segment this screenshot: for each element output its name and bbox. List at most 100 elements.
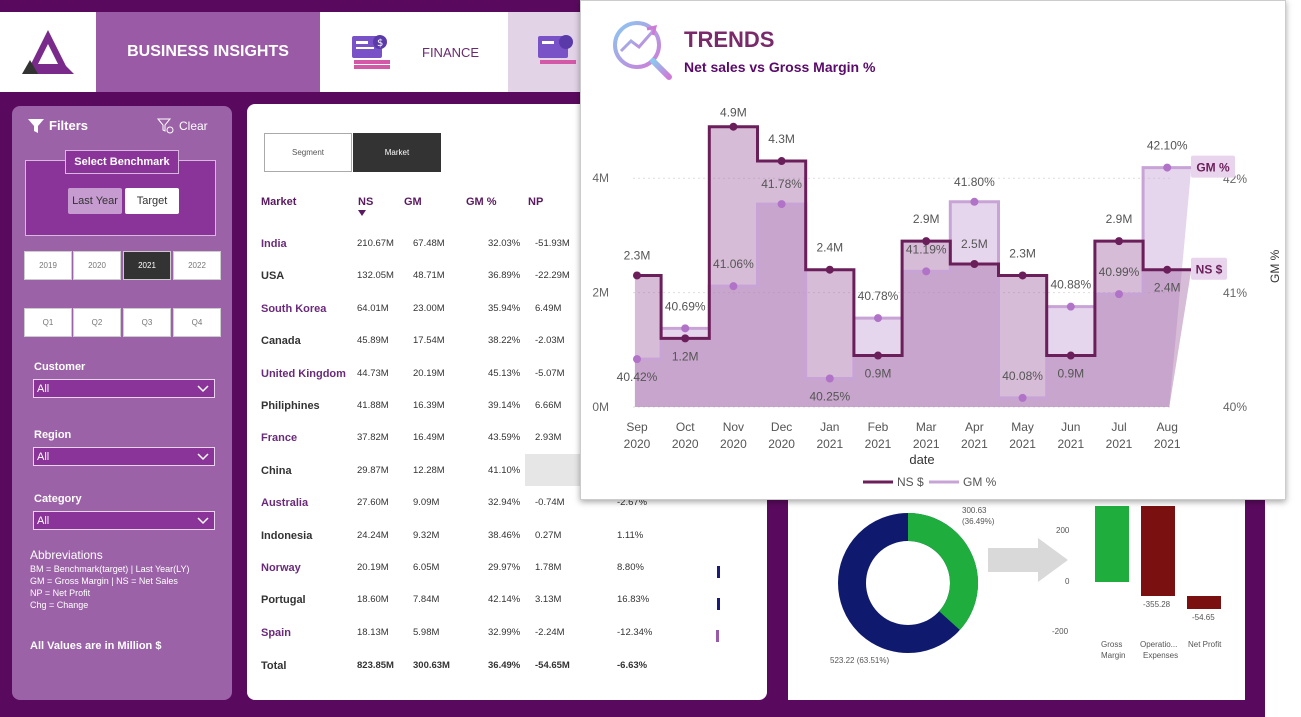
y-left-tick-label: 2M bbox=[592, 286, 609, 300]
waterfall-opex-value: -355.28 bbox=[1143, 600, 1171, 609]
gm-data-point bbox=[681, 324, 690, 333]
chevron-down-icon bbox=[197, 453, 209, 461]
customer-filter-value: All bbox=[37, 382, 50, 395]
column-header-market[interactable]: Market bbox=[261, 196, 297, 208]
np-cell: -2.03M bbox=[535, 335, 565, 347]
table-row[interactable]: South Korea 64.01M 23.00M 35.94% 6.49M bbox=[247, 293, 767, 325]
ns-cell: 27.60M bbox=[357, 497, 389, 509]
gm-percent-cell: 32.94% bbox=[488, 497, 521, 509]
gm-cell: 20.19M bbox=[413, 367, 445, 379]
market-cell: France bbox=[261, 432, 298, 445]
np-cell: -0.74M bbox=[535, 497, 565, 509]
mini-bar bbox=[716, 630, 719, 642]
table-row[interactable]: Spain 18.13M 5.98M 32.99% -2.24M -12.34% bbox=[247, 617, 767, 649]
x-tick-label: Feb bbox=[868, 420, 889, 434]
legend-ns-label: NS $ bbox=[897, 475, 924, 489]
gm-percent-cell: 39.14% bbox=[488, 400, 521, 411]
gm-percent-cell: 29.97% bbox=[488, 562, 521, 573]
table-row[interactable]: France 37.82M 16.49M 43.59% 2.93M bbox=[247, 422, 767, 454]
gm-data-label: 40.78% bbox=[858, 289, 899, 303]
gm-percent-cell: 45.13% bbox=[488, 367, 521, 379]
market-cell: Spain bbox=[261, 626, 291, 639]
values-unit-note: All Values are in Million $ bbox=[30, 640, 162, 652]
region-filter-select[interactable]: All bbox=[33, 447, 215, 466]
nav-business-insights[interactable]: BUSINESS INSIGHTS bbox=[96, 12, 320, 92]
x-tick-label: Aug bbox=[1157, 420, 1178, 434]
table-row[interactable]: Philiphines 41.88M 16.39M 39.14% 6.66M bbox=[247, 390, 767, 422]
x-tick-label: Dec bbox=[771, 420, 792, 434]
column-header-ns[interactable]: NS bbox=[358, 196, 374, 208]
quarter-q3-button[interactable]: Q3 bbox=[123, 308, 171, 337]
donut-label-ns: 523.22 (63.51%) bbox=[830, 656, 890, 665]
ns-data-label: 2.9M bbox=[913, 212, 940, 226]
x-tick-label: Jun bbox=[1061, 420, 1080, 434]
benchmark-target-button[interactable]: Target bbox=[125, 188, 179, 214]
quarter-q2-button[interactable]: Q2 bbox=[73, 308, 121, 337]
abbreviations: Abbreviations BM = Benchmark(target) | L… bbox=[30, 548, 190, 611]
np-cell: 6.66M bbox=[535, 400, 562, 411]
ns-data-label: 2.9M bbox=[1106, 212, 1133, 226]
table-total-row: Total 823.85M 300.63M 36.49% -54.65M -6.… bbox=[247, 650, 767, 682]
table-row[interactable]: Portugal 18.60M 7.84M 42.14% 3.13M 16.83% bbox=[247, 584, 767, 616]
np-cell: -5.07M bbox=[535, 367, 565, 379]
table-row[interactable]: Canada 45.89M 17.54M 38.22% -2.03M bbox=[247, 325, 767, 357]
waterfall-opex-bar bbox=[1141, 506, 1175, 596]
customer-filter-select[interactable]: All bbox=[33, 379, 215, 398]
table-row[interactable]: India 210.67M 67.48M 32.03% -51.93M bbox=[247, 228, 767, 260]
column-header-np[interactable]: NP bbox=[528, 196, 544, 208]
y-left-tick-label: 4M bbox=[592, 171, 609, 185]
ns-data-label: 2.4M bbox=[1154, 281, 1181, 295]
quarter-q1-button[interactable]: Q1 bbox=[24, 308, 72, 337]
category-filter-label: Category bbox=[34, 493, 82, 505]
clear-filters-button[interactable]: Clear bbox=[157, 118, 208, 134]
total-label: Total bbox=[261, 660, 287, 672]
column-header-gm-percent[interactable]: GM % bbox=[466, 196, 497, 208]
gm-data-label: 40.69% bbox=[665, 299, 706, 313]
ns-data-label: 2.3M bbox=[624, 248, 651, 262]
np-cell: 6.49M bbox=[535, 302, 562, 314]
category-filter-select[interactable]: All bbox=[33, 511, 215, 530]
gm-data-label: 40.88% bbox=[1050, 278, 1091, 292]
market-cell: India bbox=[261, 238, 287, 250]
column-header-gm[interactable]: GM bbox=[404, 196, 422, 208]
total-gm: 300.63M bbox=[413, 660, 450, 671]
table-row[interactable]: Norway 20.19M 6.05M 29.97% 1.78M 8.80% bbox=[247, 552, 767, 584]
gm-data-label: 42.10% bbox=[1147, 139, 1188, 153]
waterfall-tick: 200 bbox=[1056, 526, 1070, 535]
nav-finance[interactable]: $ FINANCE bbox=[320, 12, 508, 92]
waterfall-category: Gross bbox=[1101, 640, 1123, 649]
table-row[interactable]: United Kingdom 44.73M 20.19M 45.13% -5.07M bbox=[247, 358, 767, 390]
gm-data-label: 41.80% bbox=[954, 175, 995, 189]
x-tick-label: 2021 bbox=[961, 437, 988, 451]
ns-end-label-bg bbox=[1191, 257, 1227, 280]
gm-cell: 23.00M bbox=[413, 302, 445, 314]
market-cell: Indonesia bbox=[261, 529, 313, 542]
ns-cell: 41.88M bbox=[357, 400, 389, 411]
np-cell: 2.93M bbox=[535, 432, 562, 444]
nav-item-partial[interactable] bbox=[508, 12, 588, 92]
donut-gm-segment bbox=[907, 513, 978, 630]
gm-cell: 16.39M bbox=[413, 400, 445, 411]
gm-data-label: 40.42% bbox=[617, 370, 658, 384]
table-row[interactable]: USA 132.05M 48.71M 36.89% -22.29M bbox=[247, 260, 767, 292]
ns-data-point bbox=[922, 237, 931, 246]
highlighted-cell bbox=[525, 454, 581, 486]
segment-toggle-button[interactable]: Segment bbox=[264, 133, 352, 172]
table-row[interactable]: Indonesia 24.24M 9.32M 38.46% 0.27M 1.11% bbox=[247, 520, 767, 552]
market-toggle-button[interactable]: Market bbox=[353, 133, 441, 172]
ns-cell: 18.60M bbox=[357, 594, 389, 606]
category-filter-value: All bbox=[37, 514, 50, 527]
year-2022-button[interactable]: 2022 bbox=[173, 251, 221, 280]
year-2021-button[interactable]: 2021 bbox=[123, 251, 171, 280]
table-row[interactable]: Australia 27.60M 9.09M 32.94% -0.74M -2.67% bbox=[247, 487, 767, 519]
gm-percent-cell: 38.46% bbox=[488, 529, 521, 541]
market-cell: United Kingdom bbox=[261, 367, 346, 380]
benchmark-last-year-button[interactable]: Last Year bbox=[68, 188, 122, 214]
x-tick-label: 2020 bbox=[672, 437, 699, 451]
quarter-q4-button[interactable]: Q4 bbox=[173, 308, 221, 337]
year-2019-button[interactable]: 2019 bbox=[24, 251, 72, 280]
x-tick-label: Mar bbox=[916, 420, 937, 434]
filters-label: Filters bbox=[49, 118, 89, 133]
gm-cell: 17.54M bbox=[413, 335, 445, 347]
year-2020-button[interactable]: 2020 bbox=[73, 251, 121, 280]
